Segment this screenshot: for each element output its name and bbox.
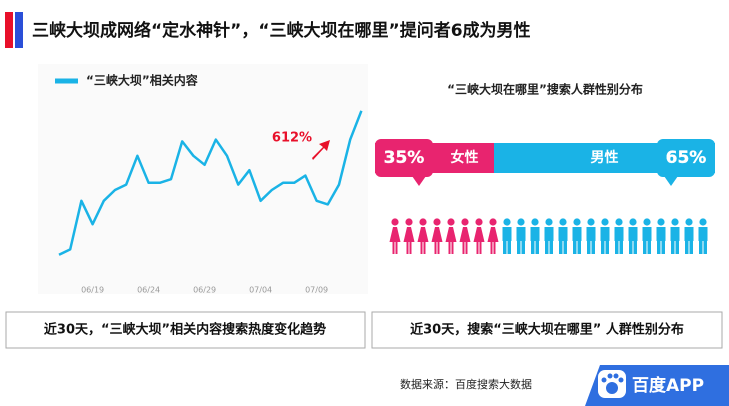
person-icon [572,227,582,254]
person-icon [403,227,415,254]
person-icon [445,227,457,254]
x-tick-label: 06/19 [81,286,104,295]
person-icon [587,218,595,226]
value-label: 35% [384,148,425,168]
annotation: 612% [272,131,312,146]
person-icon [601,218,609,226]
person-icon [417,227,429,254]
callout-pointer [664,176,678,186]
logo-icon [601,377,607,383]
x-tick-label: 06/29 [193,286,216,295]
legend-label: “三峡大坝”相关内容 [86,73,198,88]
person-icon [447,218,455,226]
person-icon [431,227,443,254]
chart-panel [38,64,368,294]
person-icon [657,218,665,226]
person-icon [643,218,651,226]
person-icon [530,227,540,254]
source-note: 数据来源：百度搜索大数据 [400,377,532,391]
person-icon [698,227,708,254]
x-tick-label: 07/04 [249,286,272,295]
person-icon [459,227,471,254]
person-icon [614,227,624,254]
callout-box [375,139,433,177]
header-accent [5,12,13,48]
person-icon [545,218,553,226]
page-title: 三峡大坝成网络“定水神针”，“三峡大坝在哪里”提问者6成为男性 [32,20,531,41]
logo-text: 百度APP [632,375,704,396]
person-icon [642,227,652,254]
person-icon [671,218,679,226]
person-icon [699,218,707,226]
person-icon [517,218,525,226]
person-icon [405,218,413,226]
x-tick-label: 06/24 [137,286,160,295]
person-icon [489,218,497,226]
person-icon [389,227,401,254]
x-tick-label: 07/09 [305,286,328,295]
person-icon [559,218,567,226]
logo-icon [607,373,613,379]
person-icon [531,218,539,226]
person-icon [670,227,680,254]
person-icon [684,227,694,254]
header-accent [15,12,23,48]
person-icon [629,218,637,226]
person-icon [586,227,596,254]
logo-icon [618,377,624,383]
person-icon [656,227,666,254]
person-icon [685,218,693,226]
person-icon [502,227,512,254]
caption-box [371,311,723,349]
person-icon [516,227,526,254]
person-icon [573,218,581,226]
caption: 近30天，搜索“三峡大坝在哪里” 人群性别分布 [410,322,684,338]
person-icon [475,218,483,226]
person-icon [558,227,568,254]
chart-title: “三峡大坝在哪里”搜索人群性别分布 [447,82,643,97]
person-icon [473,227,485,254]
person-icon [391,218,399,226]
callout-box [657,139,715,177]
person-icon [487,227,499,254]
logo-icon [606,382,618,394]
logo-icon [613,373,619,379]
segment-label: 男性 [591,149,619,166]
caption: 近30天，“三峡大坝”相关内容搜索热度变化趋势 [44,322,326,338]
value-label: 65% [666,148,707,168]
person-icon [461,218,469,226]
person-icon [503,218,511,226]
person-icon [600,227,610,254]
person-icon [433,218,441,226]
callout-pointer [412,176,426,186]
annotation-arrow [312,140,330,160]
person-icon [628,227,638,254]
segment-label: 女性 [451,149,479,166]
person-icon [419,218,427,226]
caption-box [5,311,366,349]
person-icon [615,218,623,226]
line [58,110,363,256]
person-icon [544,227,554,254]
